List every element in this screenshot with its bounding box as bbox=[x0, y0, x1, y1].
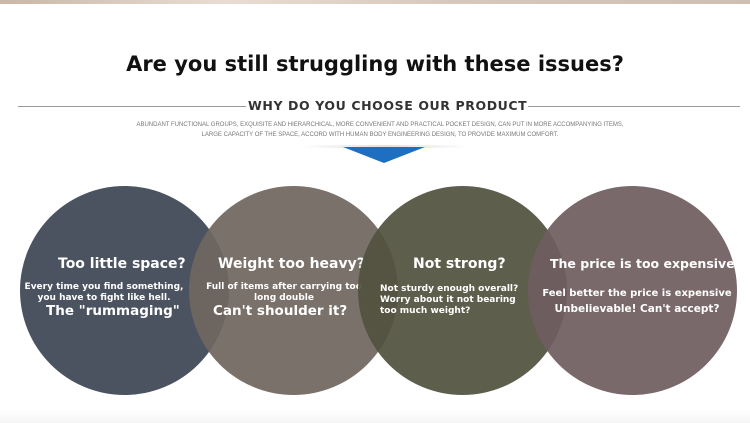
issue-conclusion: Unbelievable! Can't accept? bbox=[554, 303, 720, 315]
issue-detail: Feel better the price is expensive bbox=[542, 288, 732, 299]
issue-question: Weight too heavy? bbox=[218, 256, 365, 272]
top-banner-strip bbox=[0, 0, 750, 4]
issue-question: Too little space? bbox=[58, 256, 186, 272]
issue-detail: Not sturdy enough overall? Worry about i… bbox=[380, 284, 519, 316]
issue-conclusion: The "rummaging" bbox=[46, 303, 180, 319]
issue-question: The price is too expensive? bbox=[550, 256, 737, 271]
issue-circle-price: The price is too expensive? Feel better … bbox=[528, 186, 737, 395]
divider-right bbox=[528, 106, 740, 107]
divider-left bbox=[18, 106, 246, 107]
issue-conclusion: Can't shoulder it? bbox=[213, 303, 348, 319]
issue-detail: Full of items after carrying too long do… bbox=[206, 282, 362, 303]
section-description: ABUNDANT FUNCTIONAL GROUPS, EXQUISITE AN… bbox=[120, 120, 640, 140]
section-subhead: WHY DO YOU CHOOSE OUR PRODUCT bbox=[248, 98, 528, 113]
page-headline: Are you still struggling with these issu… bbox=[126, 52, 624, 76]
description-line-2: LARGE CAPACITY OF THE SPACE, ACCORD WITH… bbox=[201, 132, 559, 138]
bottom-fade bbox=[0, 410, 750, 423]
down-pointer-triangle bbox=[343, 147, 425, 163]
description-line-1: ABUNDANT FUNCTIONAL GROUPS, EXQUISITE AN… bbox=[136, 122, 624, 128]
issue-question: Not strong? bbox=[413, 256, 506, 272]
issue-circle-space: Too little space? Every time you find so… bbox=[20, 186, 229, 395]
pointer-shadow bbox=[300, 145, 470, 148]
issue-detail: Every time you find something, you have … bbox=[24, 282, 184, 303]
